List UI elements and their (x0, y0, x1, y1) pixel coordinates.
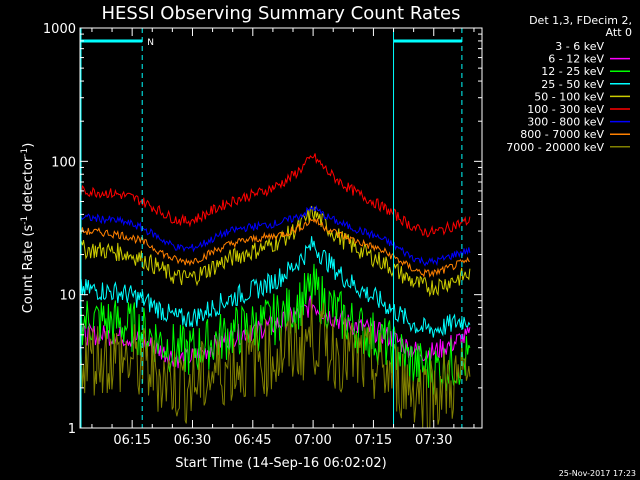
legend-label: 7000 - 20000 keV (506, 141, 604, 154)
series-line-9 (79, 298, 471, 429)
date-stamp: 25-Nov-2017 17:23 (559, 469, 636, 478)
chart-title: HESSI Observing Summary Count Rates (102, 3, 461, 24)
y-axis-label: Count Rate (s-1 detector-1) (20, 143, 36, 314)
series-line-4 (79, 236, 471, 338)
y-axis-label-mid: detector (21, 156, 36, 216)
legend-label: 12 - 25 keV (541, 65, 604, 78)
y-tick-label: 1 (68, 422, 76, 437)
y-tick-label: 1000 (43, 22, 76, 37)
x-tick-label: 07:00 (294, 433, 331, 448)
y-axis-label-end: ) (21, 143, 36, 148)
x-tick-label: 06:45 (234, 433, 271, 448)
night-bars: N (80, 28, 463, 428)
x-tick-label: 06:15 (113, 433, 150, 448)
legend-label: 800 - 7000 keV (520, 128, 604, 141)
legend-label: 25 - 50 keV (541, 78, 604, 91)
x-axis-label: Start Time (14-Sep-16 06:02:02) (175, 456, 386, 471)
x-axis: 06:15 06:30 06:45 07:00 07:15 07:30 (91, 28, 475, 448)
x-tick-label: 07:30 (415, 433, 452, 448)
y-axis-label-sup1: -1 (20, 216, 30, 225)
y-tick-label: 10 (59, 289, 76, 304)
series-line-5 (79, 205, 471, 298)
series-line-8 (79, 217, 470, 278)
legend-label: 6 - 12 keV (548, 53, 604, 66)
legend-header-line1: Det 1,3, FDecim 2, (529, 14, 632, 27)
y-axis-label-main: Count Rate (s (21, 225, 36, 314)
x-tick-label: 07:15 (355, 433, 392, 448)
y-axis-label-sup2: -1 (20, 148, 30, 157)
legend-label: 50 - 100 keV (534, 90, 604, 103)
legend-label: 3 - 6 keV (555, 40, 604, 53)
y-axis: 1 10 100 1000 (43, 22, 482, 437)
legend-label: 100 - 300 keV (527, 103, 604, 116)
legend-header-line2: Att 0 (606, 26, 632, 39)
y-tick-label: 100 (51, 155, 76, 170)
series-line-7 (79, 204, 471, 267)
night-bar-label: N (147, 38, 154, 48)
plot-frame (79, 27, 483, 429)
legend-label: 300 - 800 keV (527, 116, 604, 129)
x-tick-label: 06:30 (174, 433, 211, 448)
series-line-6 (79, 153, 471, 238)
